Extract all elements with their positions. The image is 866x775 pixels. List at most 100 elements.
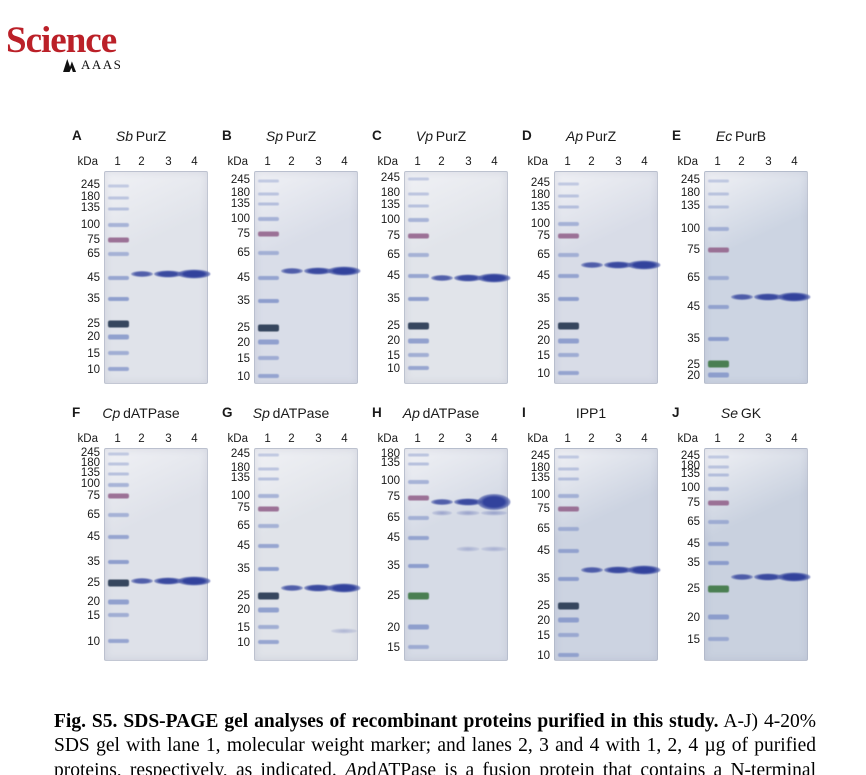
ladder-band [558, 273, 579, 278]
kda-marker-label: 75 [237, 502, 250, 515]
kda-marker-label: 25 [237, 590, 250, 603]
ladder-band [258, 339, 279, 345]
kda-marker-label: 15 [87, 348, 100, 361]
aaas-logo-text: AAAS [81, 57, 123, 72]
ladder-band [108, 196, 129, 200]
ladder-band [108, 613, 129, 618]
kda-marker-label: 35 [687, 557, 700, 570]
ladder-band [558, 576, 579, 581]
kda-marker-label: 75 [687, 243, 700, 256]
kda-marker-label: 15 [87, 610, 100, 623]
ladder-band [408, 462, 429, 466]
kda-marker-label: 45 [237, 539, 250, 552]
kda-marker-label: 180 [680, 186, 700, 199]
ladder-band [558, 493, 579, 498]
gel-image [704, 171, 811, 384]
lane-number: 2 [138, 433, 145, 445]
ladder-band [558, 194, 579, 198]
lane-number: 4 [191, 156, 198, 168]
ladder-band [108, 334, 129, 340]
kda-marker-label: 245 [530, 176, 550, 189]
kda-marker-label: 25 [387, 590, 400, 603]
ladder-band [558, 506, 579, 512]
protein-band [430, 498, 453, 505]
panel-title: Sp PurZ [234, 128, 348, 144]
ladder-band [408, 204, 429, 208]
kda-unit-label: kDa [677, 433, 698, 445]
figure-caption: Fig. S5. SDS-PAGE gel analyses of recomb… [54, 710, 816, 775]
ladder-band [558, 233, 579, 239]
panel-title-organism: Sb [115, 128, 133, 144]
protein-band [280, 267, 303, 274]
lane-number: 3 [765, 433, 772, 445]
ladder-band [108, 599, 129, 605]
lane-number: 1 [714, 156, 721, 168]
kda-marker-label: 135 [380, 198, 400, 211]
ladder-band [108, 579, 129, 587]
caption-part: dATPase is a fusion protein that contain… [366, 759, 816, 775]
lane-number: 3 [165, 156, 172, 168]
gel-panel-I: I IPP1 kDa 1 2 3 4 245 180 135 100 75 65 45 35 25 20 15 10 [510, 402, 661, 662]
minor-protein-band [480, 510, 507, 516]
lane-number: 1 [414, 156, 421, 168]
ladder-band [708, 227, 729, 232]
kda-marker-label: 15 [387, 642, 400, 654]
panel-title-protein: PurZ [282, 128, 317, 144]
kda-marker-label: 35 [87, 555, 100, 568]
ladder-band [408, 563, 429, 568]
kda-marker-label: 245 [530, 450, 550, 463]
protein-band [777, 292, 811, 302]
kda-marker-label: 20 [87, 331, 100, 344]
ladder-band [108, 297, 129, 302]
ladder-band [108, 452, 129, 456]
kda-marker-label: 20 [687, 611, 700, 624]
kda-marker-label: 15 [387, 350, 400, 363]
panel-body: 245 180 135 100 75 65 45 35 25 20 15 10 [60, 171, 211, 384]
gel-panel-J: J Se GK kDa 1 2 3 4 245 180 135 100 75 65 45 35 25 20 15 [660, 402, 811, 661]
gel-image [404, 171, 511, 384]
kda-marker-label: 75 [537, 229, 550, 242]
kda-label-column: 180 135 100 75 65 45 35 25 20 15 [360, 448, 400, 661]
ladder-band [558, 182, 579, 186]
lane-number: 1 [564, 433, 571, 445]
kda-label-column: 245 180 135 100 75 65 45 35 25 20 15 10 [510, 448, 550, 662]
ladder-band [408, 233, 429, 239]
ladder-band [258, 524, 279, 529]
kda-label-column: 245 180 135 100 75 65 45 35 25 20 15 10 [510, 171, 550, 384]
protein-band [477, 493, 511, 510]
lane-number: 2 [288, 433, 295, 445]
kda-marker-label: 35 [387, 560, 400, 572]
kda-marker-label: 45 [687, 301, 700, 314]
panel-title-protein: dATPase [120, 405, 180, 421]
ladder-band [258, 231, 279, 237]
ladder-band [558, 617, 579, 623]
kda-marker-label: 35 [87, 293, 100, 306]
panel-body: 180 135 100 75 65 45 35 25 20 15 [360, 448, 511, 661]
panel-header: E Ec PurB [660, 125, 810, 150]
kda-marker-label: 75 [87, 489, 100, 502]
lane-number: 4 [341, 433, 348, 445]
kda-unit-label: kDa [527, 433, 548, 445]
kda-unit-label: kDa [677, 156, 698, 168]
gel-row-top: A Sb PurZ kDa 1 2 3 4 245 180 135 100 75 65 45 35 25 20 1… [60, 125, 820, 384]
panel-title-protein: PurB [732, 128, 767, 144]
panel-title-organism: Ap [402, 405, 420, 421]
kda-marker-label: 20 [537, 335, 550, 348]
kda-marker-label: 45 [687, 538, 700, 551]
protein-band [327, 266, 361, 276]
lane-number: 4 [491, 433, 498, 445]
ladder-band [558, 371, 579, 376]
ladder-band [408, 516, 429, 521]
lane-number: 1 [414, 433, 421, 445]
protein-band [754, 573, 783, 581]
kda-marker-label: 25 [687, 583, 700, 595]
kda-marker-label: 65 [237, 246, 250, 259]
kda-marker-label: 100 [680, 222, 700, 235]
ladder-band [108, 472, 129, 476]
kda-marker-label: 100 [530, 217, 550, 230]
lane-number: 3 [615, 156, 622, 168]
protein-band [154, 270, 183, 278]
gel-row-bottom: F Cp dATPase kDa 1 2 3 4 245 180 135 100 75 65 45 35 25… [60, 402, 820, 662]
ladder-band [408, 338, 429, 344]
panel-title-protein: IPP1 [575, 405, 607, 421]
